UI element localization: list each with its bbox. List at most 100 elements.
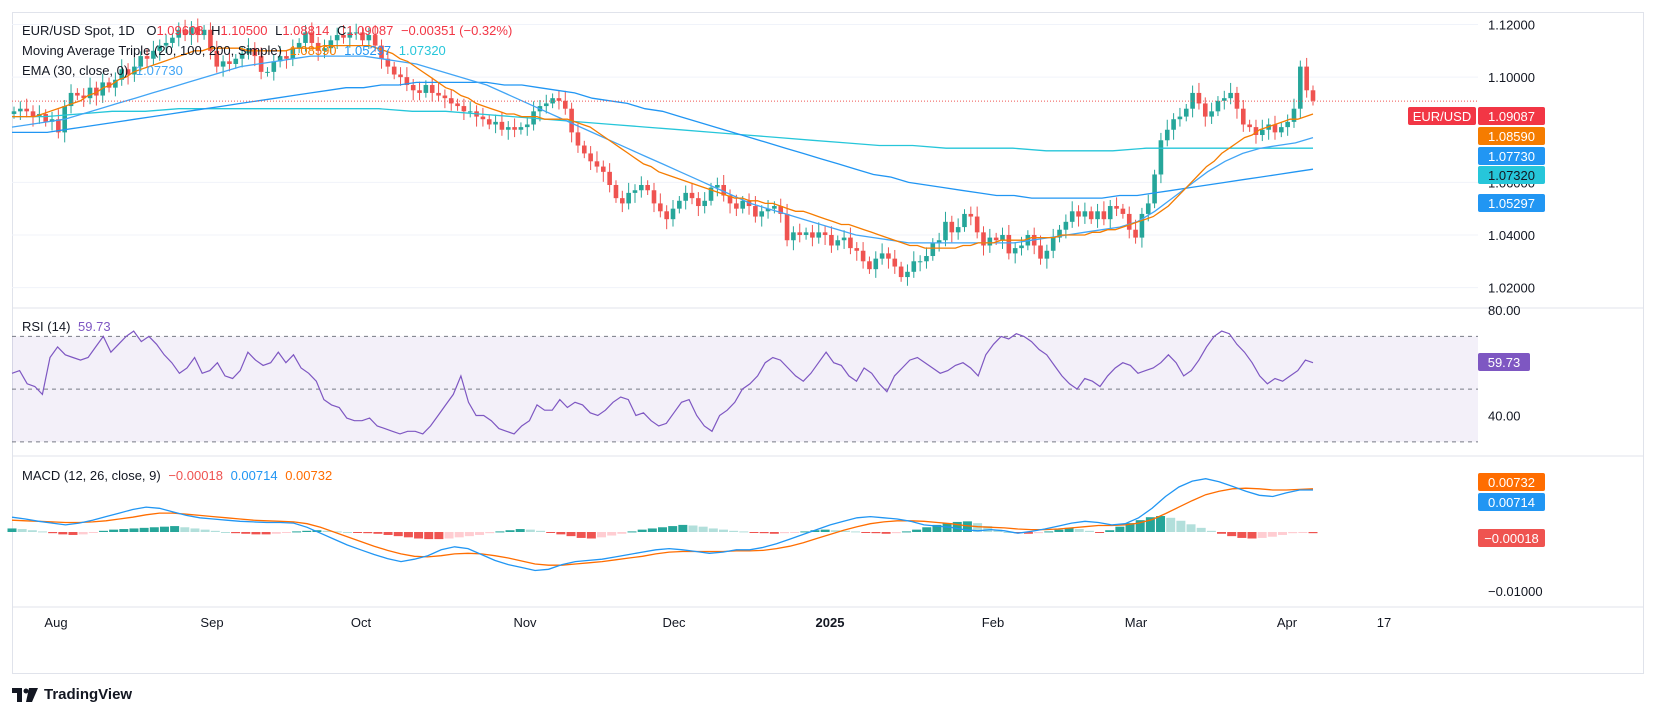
candle-body <box>1101 211 1107 220</box>
macd-histogram-bar <box>1023 532 1033 534</box>
ema-legend[interactable]: EMA (30, close, 0) 1.07730 <box>22 61 187 81</box>
macd-value-tag[interactable]: 0.00714 <box>1478 493 1545 511</box>
macd-histogram-bar <box>159 526 169 532</box>
candle <box>943 211 948 247</box>
candle <box>138 51 144 72</box>
candle-body <box>1164 129 1170 141</box>
macd-signal-tag[interactable]: 0.00732 <box>1478 473 1545 491</box>
rsi-value: 59.73 <box>78 319 111 334</box>
macd-histogram-bar <box>119 529 129 532</box>
candle <box>1082 202 1088 224</box>
candle-body <box>1012 248 1018 254</box>
candle-body <box>1202 103 1208 117</box>
macd-histogram-bar <box>190 528 200 532</box>
macd-legend[interactable]: MACD (12, 26, close, 9) −0.00018 0.00714… <box>22 466 336 486</box>
candle-body <box>1076 211 1081 217</box>
candle-body <box>1057 229 1062 238</box>
macd-histogram-bar <box>688 525 698 532</box>
candle <box>379 39 384 69</box>
macd-histogram-bar <box>1196 527 1206 532</box>
candle-body <box>334 35 340 41</box>
time-tick-label: Dec <box>662 615 686 630</box>
candle <box>1177 107 1183 127</box>
macd-histogram-bar <box>444 532 454 539</box>
change-value: −0.00351 (−0.32%) <box>400 23 513 38</box>
candle <box>689 182 695 205</box>
candle <box>195 18 201 43</box>
symbol-price-tag[interactable]: EUR/USD <box>1408 107 1476 125</box>
candle <box>163 34 169 53</box>
candle-body <box>1126 213 1132 230</box>
time-tick-label: Sep <box>200 615 223 630</box>
candle <box>753 196 758 223</box>
candle <box>467 101 473 118</box>
rsi-legend[interactable]: RSI (14) 59.73 <box>22 317 115 337</box>
last-price-tag[interactable]: 1.09087 <box>1478 107 1545 125</box>
macd-histogram-bar <box>1156 516 1166 532</box>
candle <box>43 109 48 127</box>
macd-histogram-bar <box>251 532 261 535</box>
candle <box>493 114 498 134</box>
candle-body <box>784 213 790 241</box>
candle <box>1158 132 1164 184</box>
macd-histogram-bar <box>647 528 657 532</box>
macd-histogram-bar <box>98 530 108 532</box>
candle <box>132 57 137 82</box>
candle-body <box>1152 174 1157 204</box>
macd-hist-value: −0.00018 <box>168 468 223 483</box>
candle <box>930 238 936 261</box>
candle-body <box>797 232 803 235</box>
macd-histogram-bar <box>729 530 739 532</box>
macd-histogram-bar <box>1166 517 1176 532</box>
ma200-price-tag[interactable]: 1.07320 <box>1478 166 1545 184</box>
candle <box>917 255 923 272</box>
close-label-text: C <box>336 23 347 38</box>
candle <box>1107 199 1113 230</box>
candle-body <box>1260 129 1265 136</box>
ma20-price-tag-text: 1.08590 <box>1488 129 1535 144</box>
candle-body <box>1253 127 1259 136</box>
high-value: 1.10500 <box>220 23 268 38</box>
price-legend: EUR/USD Spot, 1D O1.09608 H1.10500 L1.08… <box>22 21 516 41</box>
macd-hist-tag[interactable]: −0.00018 <box>1478 529 1545 547</box>
tradingview-brand[interactable]: TradingView <box>12 686 132 703</box>
ma-legend[interactable]: Moving Average Triple (20, 100, 200, Sim… <box>22 41 450 61</box>
candle <box>645 180 650 195</box>
candle <box>1304 57 1309 98</box>
ma100-price-tag[interactable]: 1.05297 <box>1478 194 1545 212</box>
candle-body <box>524 124 530 128</box>
candle-body <box>778 206 784 214</box>
candle <box>677 196 682 214</box>
ema30-price-tag[interactable]: 1.07730 <box>1478 147 1545 165</box>
macd-histogram-bar <box>586 532 596 539</box>
candle <box>1145 194 1151 222</box>
candle <box>303 25 308 52</box>
candle-body <box>987 237 993 246</box>
ma20-price-tag[interactable]: 1.08590 <box>1478 127 1545 145</box>
candle-body <box>328 40 334 49</box>
candle-body <box>727 195 733 204</box>
rsi-price-tag[interactable]: 59.73 <box>1478 353 1530 371</box>
macd-histogram-bar <box>891 532 901 534</box>
macd-histogram-bar <box>1278 532 1288 535</box>
candle <box>632 184 638 203</box>
candle-body <box>886 253 891 259</box>
candle-body <box>955 227 961 233</box>
candle <box>658 193 663 218</box>
candle-body <box>18 108 23 112</box>
candle <box>683 185 688 210</box>
candle-body <box>125 69 131 75</box>
price-tick-label: 1.04000 <box>1488 228 1535 243</box>
macd-histogram-bar <box>353 532 363 533</box>
candle <box>607 163 612 193</box>
symbol-label[interactable]: EUR/USD Spot, 1D <box>22 23 135 38</box>
macd-histogram-bar <box>617 532 627 534</box>
candle <box>214 40 220 73</box>
candle-body <box>1221 98 1227 101</box>
candle-body <box>1133 229 1138 238</box>
candle <box>562 90 568 115</box>
candle-body <box>715 184 720 188</box>
candle-body <box>442 95 448 99</box>
rsi-price-tag-text: 59.73 <box>1488 355 1521 370</box>
